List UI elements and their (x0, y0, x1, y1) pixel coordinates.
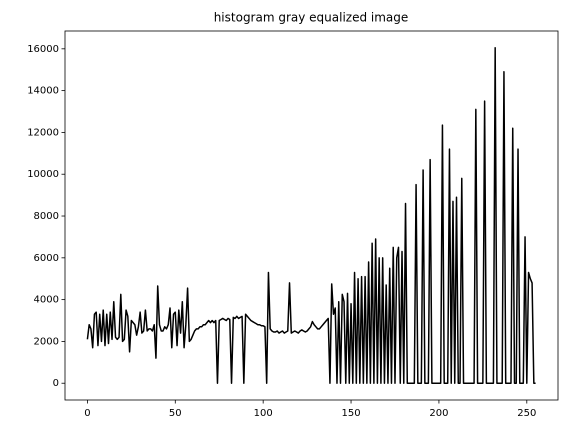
x-tick-label: 50 (169, 408, 182, 419)
x-tick-label: 150 (341, 408, 360, 419)
x-tick-label: 0 (84, 408, 90, 419)
y-tick-label: 12000 (27, 127, 59, 138)
y-tick-label: 14000 (27, 86, 59, 97)
chart-title: histogram gray equalized image (214, 11, 409, 25)
y-tick-label: 8000 (34, 211, 59, 222)
y-tick-label: 0 (53, 378, 59, 389)
axes-frame (64, 30, 559, 401)
x-tick-label: 100 (254, 408, 273, 419)
y-tick-label: 4000 (34, 295, 59, 306)
y-tick-label: 2000 (34, 336, 59, 347)
y-tick-label: 6000 (34, 253, 59, 264)
x-tick-label: 250 (517, 408, 536, 419)
y-tick-label: 10000 (27, 169, 59, 180)
x-tick-label: 200 (429, 408, 448, 419)
line-series (86, 47, 536, 384)
y-tick-label: 16000 (27, 44, 59, 55)
